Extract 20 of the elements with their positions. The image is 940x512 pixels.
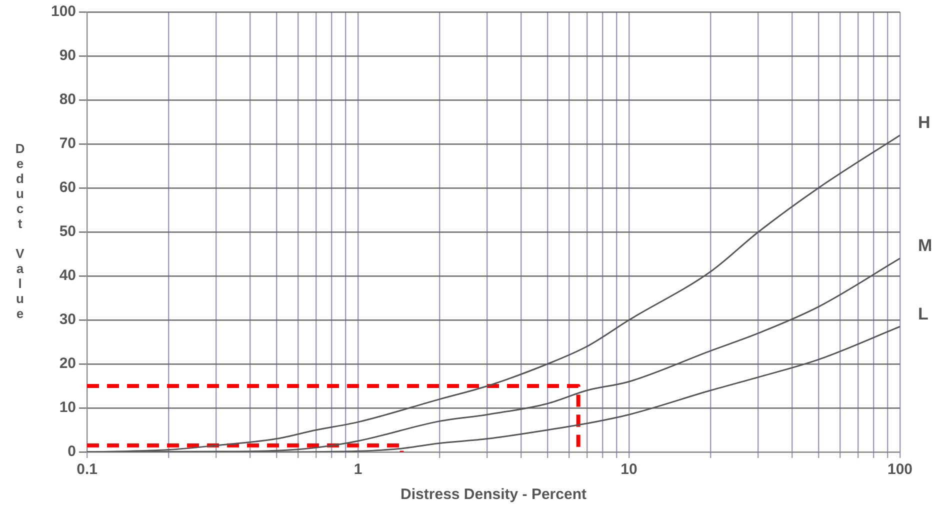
series-label: H	[918, 112, 930, 132]
y-tick-label: 90	[59, 47, 76, 64]
y-tick-label: 10	[59, 399, 76, 416]
y-tick-label: 60	[59, 179, 76, 196]
x-tick-label: 0.1	[76, 461, 98, 478]
y-tick-label: 0	[68, 443, 76, 460]
y-tick-label: 40	[59, 267, 76, 284]
x-axis-title: Distress Density - Percent	[400, 486, 586, 504]
series-label: M	[918, 236, 932, 256]
y-tick-label: 100	[50, 3, 76, 20]
x-tick-label: 1	[354, 461, 362, 478]
x-tick-label: 100	[887, 461, 913, 478]
y-tick-label: 70	[59, 135, 76, 152]
y-tick-label: 80	[59, 91, 76, 108]
y-tick-label: 30	[59, 311, 76, 328]
text: Deduct Value	[15, 141, 25, 322]
y-tick-label: 50	[59, 223, 76, 240]
x-tick-label: 10	[620, 461, 638, 478]
y-tick-label: 20	[59, 355, 76, 372]
series-label: L	[918, 304, 928, 324]
